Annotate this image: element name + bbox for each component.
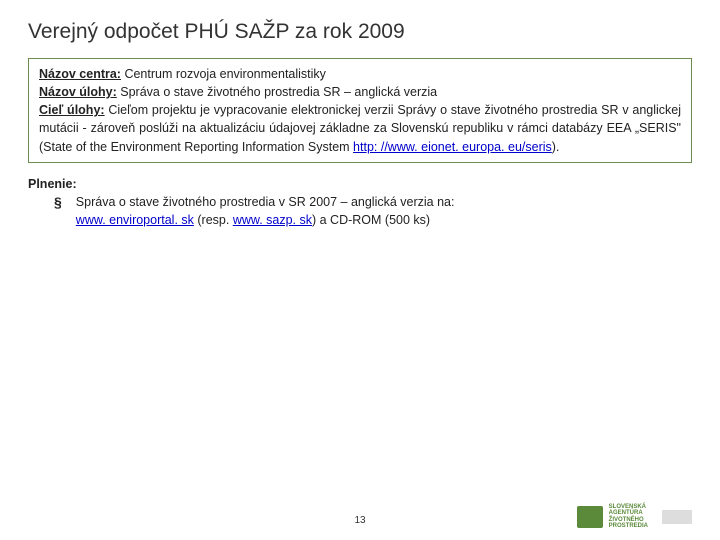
logo-icon bbox=[577, 506, 603, 528]
logo-line4: PROSTREDIA bbox=[609, 523, 648, 530]
link-eionet[interactable]: http: //www. eionet. europa. eu/seris bbox=[353, 140, 552, 154]
page-number: 13 bbox=[354, 515, 365, 526]
row-nazov-centra: Názov centra: Centrum rozvoja environmen… bbox=[39, 65, 681, 83]
row-nazov-ulohy: Názov úlohy: Správa o stave životného pr… bbox=[39, 83, 681, 101]
logo-line2: AGENTÚRA bbox=[609, 510, 648, 517]
bullet-text: Správa o stave životného prostredia v SR… bbox=[76, 193, 455, 229]
logo-line3: ŽIVOTNÉHO bbox=[609, 517, 648, 524]
label-nazov-ulohy: Názov úlohy: bbox=[39, 85, 117, 99]
value-nazov-centra: Centrum rozvoja environmentalistiky bbox=[121, 67, 326, 81]
link-sazp[interactable]: www. sazp. sk bbox=[233, 213, 312, 227]
plnenie-text-c: ) a CD-ROM (500 ks) bbox=[312, 213, 430, 227]
page-title: Verejný odpočet PHÚ SAŽP za rok 2009 bbox=[28, 20, 692, 44]
footer-logo: SLOVENSKÁ AGENTÚRA ŽIVOTNÉHO PROSTREDIA bbox=[577, 504, 692, 530]
info-box: Názov centra: Centrum rozvoja environmen… bbox=[28, 58, 692, 163]
bullet-row: § Správa o stave životného prostredia v … bbox=[28, 193, 692, 229]
label-ciel-ulohy: Cieľ úlohy: bbox=[39, 103, 105, 117]
row-ciel-ulohy: Cieľ úlohy: Cieľom projektu je vypracova… bbox=[39, 101, 681, 155]
plnenie-label: Plnenie: bbox=[28, 175, 692, 193]
value-nazov-ulohy: Správa o stave životného prostredia SR –… bbox=[117, 85, 437, 99]
label-nazov-centra: Názov centra: bbox=[39, 67, 121, 81]
value-ciel-b: ). bbox=[552, 140, 560, 154]
link-enviroportal[interactable]: www. enviroportal. sk bbox=[76, 213, 194, 227]
plnenie-text-a: Správa o stave životného prostredia v SR… bbox=[76, 195, 455, 209]
logo-secondary bbox=[662, 510, 692, 524]
logo-text: SLOVENSKÁ AGENTÚRA ŽIVOTNÉHO PROSTREDIA bbox=[609, 504, 648, 530]
bullet-marker: § bbox=[54, 193, 62, 229]
plnenie-text-b: (resp. bbox=[194, 213, 233, 227]
plnenie-section: Plnenie: § Správa o stave životného pros… bbox=[28, 175, 692, 229]
